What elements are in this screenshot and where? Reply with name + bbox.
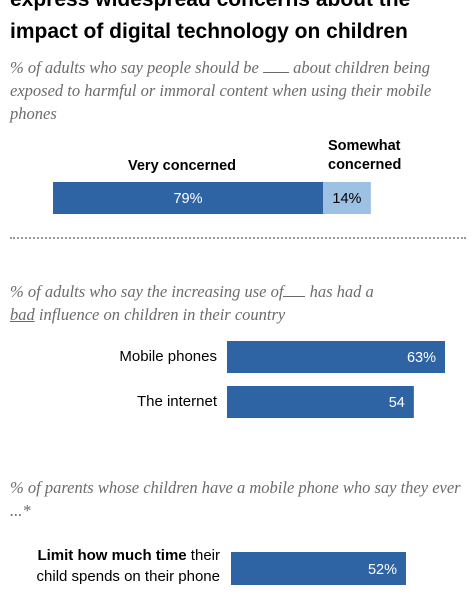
section2-subtitle-mid: has had a — [309, 282, 374, 301]
section-divider — [10, 237, 466, 239]
stacked-bar-label-0: 79% — [173, 191, 202, 207]
section2-subtitle-bad: bad — [10, 305, 35, 324]
section1-subtitle: % of adults who say people should be abo… — [10, 56, 466, 125]
section2-subtitle-before: % of adults who say the increasing use o… — [10, 282, 284, 301]
section2-subtitle-after: influence on children in their country — [38, 305, 286, 324]
stacked-bar-segment-1 — [323, 182, 371, 214]
blank-line — [262, 57, 289, 73]
section3-subtitle: % of parents whose children have a mobil… — [10, 478, 461, 520]
label-somewhat-line2: concerned — [328, 157, 402, 173]
section1-subtitle-after: about children being exposed to harmful … — [10, 58, 432, 123]
stacked-bar-label-1: 14% — [332, 191, 361, 207]
row-label-mobile-phones: Mobile phones — [119, 348, 217, 365]
influence-bar-label-1: 54 — [389, 395, 405, 411]
stacked-bar-segment-0 — [53, 182, 323, 214]
row-label-limit-bold: Limit how much time — [37, 547, 187, 564]
label-very-concerned: Very concerned — [128, 158, 236, 174]
blank-line-2 — [283, 281, 306, 297]
influence-bar-1 — [227, 386, 414, 418]
section1-subtitle-before: % of adults who say people should be — [10, 58, 259, 77]
row-label-limit-rest: their — [186, 547, 220, 564]
influence-bar-0 — [227, 341, 445, 373]
row-label-internet: The internet — [136, 393, 217, 410]
parent-bar-label-0: 52% — [368, 562, 397, 578]
influence-bar-label-0: 63% — [407, 350, 436, 366]
parent-bar-0 — [231, 552, 406, 585]
row-label-limit-line2: child spends on their phone — [36, 568, 220, 585]
label-somewhat-concerned: Somewhat concerned — [328, 137, 428, 175]
label-somewhat-line1: Somewhat — [328, 138, 401, 154]
row-label-limit-time: Limit how much time their child spends o… — [10, 545, 220, 587]
title-line-2: impact of digital technology on children — [10, 20, 408, 43]
title-line-1: express widespread concerns about the — [10, 0, 470, 14]
section2-subtitle: % of adults who say the increasing use o… — [10, 280, 466, 326]
